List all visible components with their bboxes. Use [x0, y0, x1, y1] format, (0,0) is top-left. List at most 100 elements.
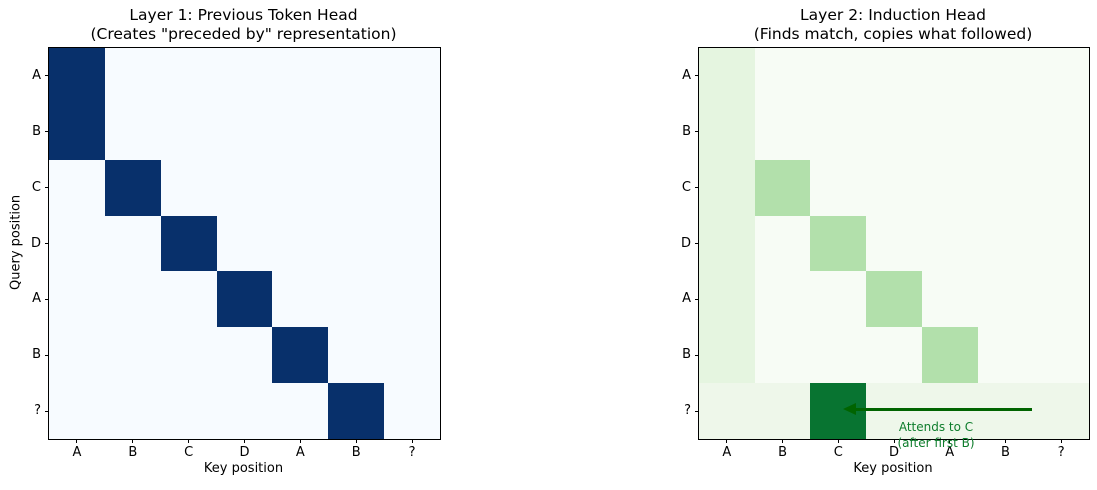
heatmap-cell: [754, 383, 811, 439]
heatmap-cell: [921, 327, 978, 384]
induction-annotation: Attends to C (after first B): [856, 419, 1016, 451]
heatmap-cell: [49, 103, 105, 160]
heatmap-cell: [866, 271, 922, 328]
heatmap-cell: [1033, 383, 1089, 439]
heatmap-cell: [49, 383, 105, 439]
heatmap-cell: [160, 48, 217, 104]
heatmap-cell: [49, 215, 105, 272]
y-tick-mark: [695, 243, 699, 244]
y-tick-mark: [45, 354, 49, 356]
heatmap-cell: [810, 215, 867, 272]
heatmap-cell: [272, 48, 329, 104]
heatmap-cell: [272, 103, 329, 160]
x-tick-mark: [76, 439, 78, 443]
heatmap-cell: [104, 271, 161, 328]
x-tick-mark: [188, 439, 190, 443]
heatmap-cell: [699, 327, 755, 384]
y-tick-mark: [695, 410, 699, 412]
y-tick-label: C: [31, 179, 41, 195]
y-tick-mark: [695, 131, 699, 133]
y-tick-mark: [695, 354, 699, 356]
y-tick-label: ?: [34, 403, 41, 419]
x-tick-label: A: [945, 445, 955, 460]
x-tick-mark: [411, 439, 413, 443]
x-tick-mark: [299, 439, 301, 443]
heatmap-cell: [216, 48, 273, 104]
heatmap-cell: [216, 327, 273, 384]
heatmap-cell: [49, 327, 105, 384]
heatmap-cell: [977, 215, 1034, 272]
x-tick-label: A: [295, 445, 305, 460]
heatmap-cell: [754, 271, 811, 328]
heatmap-cell: [160, 159, 217, 216]
heatmap-cell: [160, 215, 217, 272]
x-tick-mark: [893, 439, 895, 443]
x-tick-mark: [782, 439, 784, 443]
heatmap-cell: [810, 271, 867, 328]
heatmap-cell: [1033, 271, 1089, 328]
heatmap-cell: [754, 327, 811, 384]
heatmap-cell: [921, 48, 978, 104]
heatmap-cell: [866, 159, 922, 216]
heatmap-cell: [328, 215, 385, 272]
x-tick-mark: [1060, 439, 1062, 443]
heatmap-cell: [754, 48, 811, 104]
x-tick-mark: [837, 439, 839, 443]
x-tick-mark: [132, 439, 134, 443]
heatmap-cell: [384, 159, 440, 216]
heatmap-cell: [104, 159, 161, 216]
heatmap-cell: [1033, 159, 1089, 216]
heatmap-cell: [921, 271, 978, 328]
y-tick-mark: [45, 75, 49, 77]
heatmap-cell: [160, 271, 217, 328]
induction-arrow-line: [855, 408, 1032, 411]
heatmap-cell: [216, 159, 273, 216]
y-tick-mark: [695, 187, 699, 189]
heatmap-cell: [384, 215, 440, 272]
heatmap-cell: [328, 271, 385, 328]
heatmap-cell: [977, 271, 1034, 328]
heatmap-cell: [810, 159, 867, 216]
right-plot-title: Layer 2: Induction Head (Finds match, co…: [698, 6, 1088, 44]
y-tick-label: B: [32, 347, 41, 363]
heatmap-cell: [921, 159, 978, 216]
y-tick-mark: [695, 75, 699, 77]
heatmap-cell: [49, 271, 105, 328]
y-tick-mark: [45, 410, 49, 412]
heatmap-cell: [866, 215, 922, 272]
heatmap-cell: [810, 327, 867, 384]
left-heatmap: A B C D A B? A B C D A B?: [31, 47, 441, 460]
heatmap-cell: [384, 48, 440, 104]
heatmap-cell: [699, 215, 755, 272]
heatmap-cell: [977, 48, 1034, 104]
induction-annotation-line2: (after first B): [897, 436, 975, 450]
y-tick-label: B: [682, 347, 691, 363]
heatmap-cell: [977, 103, 1034, 160]
heatmap-cell: [104, 48, 161, 104]
heatmap-cell: [328, 103, 385, 160]
heatmap-cell: [216, 103, 273, 160]
x-tick-label: B: [778, 445, 788, 460]
heatmap-cell: [328, 159, 385, 216]
heatmap-cell: [384, 327, 440, 384]
heatmap-cell: [104, 215, 161, 272]
x-tick-label: A: [72, 445, 82, 460]
heatmap-cell: [216, 271, 273, 328]
y-tick-mark: [45, 131, 49, 133]
heatmap-cell: [272, 271, 329, 328]
heatmap-cell: [104, 103, 161, 160]
x-tick-label: A: [722, 445, 732, 460]
x-tick-mark: [355, 439, 357, 443]
heatmap-cell: [104, 383, 161, 439]
induction-annotation-line1: Attends to C: [898, 420, 974, 434]
x-tick-label: ?: [1057, 445, 1065, 460]
y-tick-mark: [45, 187, 49, 189]
x-tick-mark: [1004, 439, 1006, 443]
heatmap-cell: [160, 327, 217, 384]
heatmap-cell: [866, 103, 922, 160]
heatmap-cell: [810, 48, 867, 104]
x-tick-label: C: [184, 445, 194, 460]
y-tick-label: D: [30, 235, 41, 251]
heatmap-cell: [160, 383, 217, 439]
heatmap-cell: [49, 48, 105, 104]
